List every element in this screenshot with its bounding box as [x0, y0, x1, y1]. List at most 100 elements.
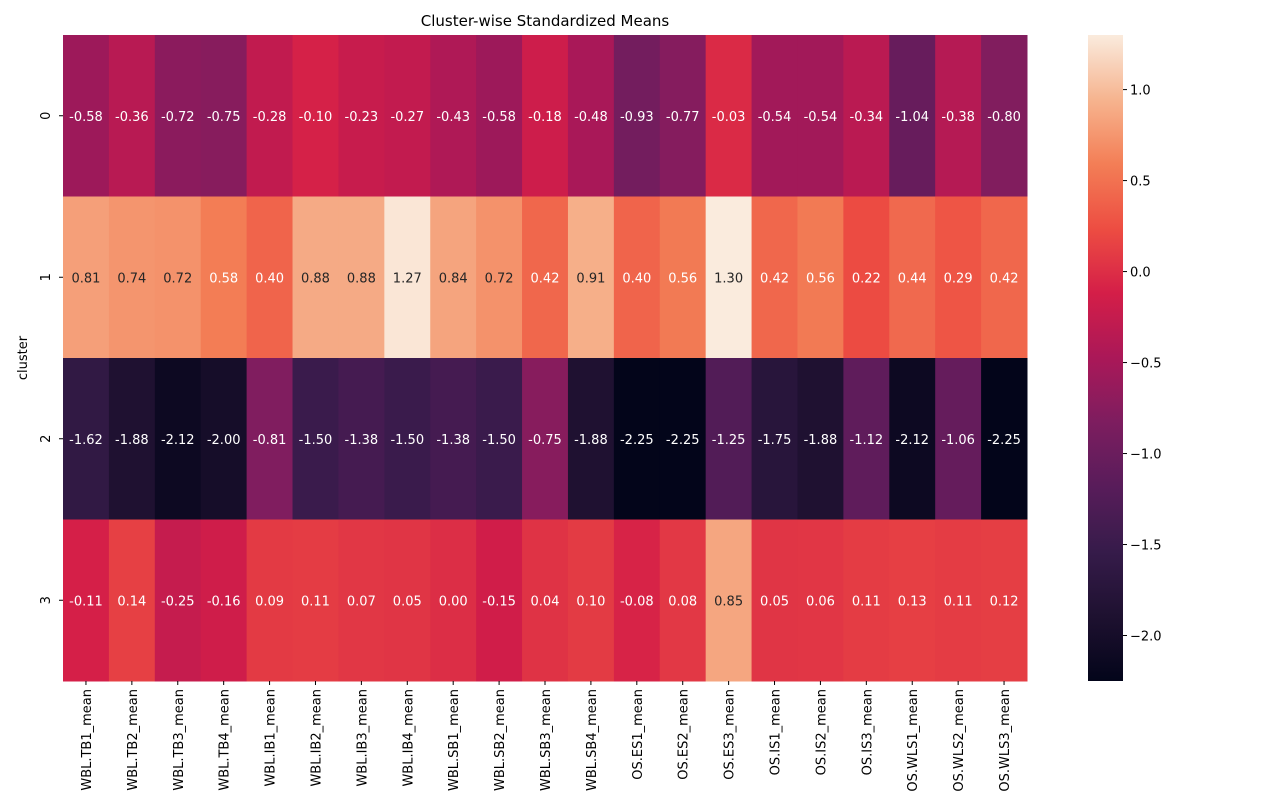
cell-label-r3-c6: 0.07: [347, 594, 376, 609]
x-tick-label-2: WBL.TB3_mean: [172, 689, 187, 791]
cell-label-r1-c1: 0.74: [117, 271, 146, 286]
cell-label-r0-c13: -0.77: [666, 110, 700, 125]
cell-label-r2-c8: -1.38: [436, 433, 470, 448]
cell-label-r1-c9: 0.72: [485, 271, 514, 286]
heatmap-cell-r3-c13: [659, 519, 707, 682]
heatmap-cell-r2-c20: [981, 358, 1028, 520]
cell-label-r0-c12: -0.93: [620, 110, 654, 125]
heatmap-cell-r1-c11: [567, 196, 615, 359]
colorbar-tick-label-4: −1.0: [1130, 448, 1162, 463]
x-tick-label-7: WBL.IB4_mean: [401, 689, 416, 787]
heatmap-cell-r3-c14: [705, 519, 753, 682]
colorbar-tick-label-2: 0.0: [1130, 266, 1151, 281]
x-tick-label-1: WBL.TB2_mean: [126, 689, 141, 791]
heatmap-cell-r2-c4: [246, 358, 294, 520]
heatmap-cell-r0-c11: [567, 35, 615, 197]
heatmap-cell-r1-c16: [797, 196, 844, 359]
cell-label-r3-c4: 0.09: [255, 594, 284, 609]
cell-label-r1-c17: 0.22: [852, 271, 881, 286]
cell-label-r1-c2: 0.72: [163, 271, 192, 286]
heatmap-cell-r3-c16: [797, 519, 844, 682]
x-tick-label-12: OS.ES1_mean: [631, 689, 646, 780]
cell-annotations: -0.58 -0.36 -0.72 -0.75 -0.28 -0.10 -0.23 -0.27…: [69, 110, 1021, 610]
cell-label-r2-c6: -1.38: [345, 433, 379, 448]
cell-label-r3-c1: 0.14: [117, 594, 146, 609]
cell-label-r1-c12: 0.40: [622, 271, 651, 286]
x-tick-label-8: WBL.SB1_mean: [447, 689, 462, 791]
cell-label-r2-c16: -1.88: [804, 433, 838, 448]
heatmap-cell-r2-c14: [705, 358, 753, 520]
heatmap-cell-r2-c7: [384, 358, 431, 520]
heatmap-cell-r3-c1: [108, 519, 156, 682]
cell-label-r3-c2: -0.25: [161, 594, 195, 609]
heatmap-cell-r0-c18: [889, 35, 936, 197]
heatmap-cell-r1-c14: [705, 196, 753, 359]
cell-label-r2-c0: -1.62: [69, 433, 103, 448]
cell-label-r2-c19: -1.06: [941, 433, 975, 448]
heatmap-cell-r2-c5: [292, 358, 339, 520]
heatmap-cell-r0-c4: [246, 35, 294, 197]
cell-label-r2-c14: -1.25: [712, 433, 746, 448]
heatmap-cell-r0-c7: [384, 35, 431, 197]
heatmap-cell-r2-c12: [613, 358, 661, 520]
cell-label-r1-c8: 0.84: [439, 271, 468, 286]
heatmap-cell-r2-c6: [338, 358, 385, 520]
heatmap-cell-r1-c3: [200, 196, 248, 359]
cell-label-r2-c15: -1.75: [758, 433, 792, 448]
heatmap-cell-r3-c17: [843, 519, 890, 682]
cell-label-r2-c13: -2.25: [666, 433, 700, 448]
cell-label-r2-c10: -0.75: [528, 433, 562, 448]
heatmap-cell-r1-c12: [613, 196, 661, 359]
heatmap-cell-r1-c8: [430, 196, 477, 359]
heatmap-cell-r0-c17: [843, 35, 890, 197]
heatmap-cell-r3-c4: [246, 519, 294, 682]
cell-label-r0-c6: -0.23: [345, 110, 379, 125]
cell-label-r1-c15: 0.42: [760, 271, 789, 286]
cell-label-r1-c5: 0.88: [301, 271, 330, 286]
heatmap-cell-r2-c2: [154, 358, 202, 520]
heatmap-cell-r3-c10: [522, 519, 569, 682]
cell-label-r1-c0: 0.81: [71, 271, 100, 286]
cell-label-r3-c19: 0.11: [944, 594, 973, 609]
heatmap-cell-r1-c1: [108, 196, 156, 359]
cell-label-r0-c5: -0.10: [299, 110, 333, 125]
x-tick-label-17: OS.IS3_mean: [860, 689, 875, 775]
cell-label-r1-c13: 0.56: [668, 271, 697, 286]
cell-label-r2-c11: -1.88: [574, 433, 608, 448]
heatmap-cell-r2-c8: [430, 358, 477, 520]
x-tick-label-9: WBL.SB2_mean: [493, 689, 508, 791]
heatmap-cell-r2-c13: [659, 358, 707, 520]
heatmap-cell-r1-c7: [384, 196, 431, 359]
heatmap-cell-r1-c2: [154, 196, 202, 359]
cell-label-r0-c10: -0.18: [528, 110, 562, 125]
cell-label-r3-c7: 0.05: [393, 594, 422, 609]
heatmap-cell-r2-c11: [567, 358, 615, 520]
x-tick-label-19: OS.WLS2_mean: [952, 689, 967, 792]
cell-label-r1-c20: 0.42: [990, 271, 1019, 286]
cell-label-r1-c11: 0.91: [576, 271, 605, 286]
cell-label-r2-c7: -1.50: [390, 433, 424, 448]
heatmap-cell-r2-c18: [889, 358, 936, 520]
heatmap-cell-r2-c9: [476, 358, 523, 520]
cell-label-r2-c2: -2.12: [161, 433, 195, 448]
heatmap-cell-r1-c15: [751, 196, 798, 359]
cell-label-r3-c3: -0.16: [207, 594, 241, 609]
x-tick-label-13: OS.ES2_mean: [677, 689, 692, 780]
heatmap-cell-r1-c5: [292, 196, 339, 359]
cell-label-r3-c15: 0.05: [760, 594, 789, 609]
cell-label-r3-c11: 0.10: [576, 594, 605, 609]
heatmap-cell-r3-c18: [889, 519, 936, 682]
heatmap-cell-r0-c0: [63, 35, 110, 197]
x-tick-label-20: OS.WLS3_mean: [998, 689, 1013, 792]
x-tick-label-15: OS.IS1_mean: [769, 689, 784, 775]
cell-label-r0-c9: -0.58: [482, 110, 516, 125]
cell-label-r2-c4: -0.81: [253, 433, 287, 448]
x-tick-label-10: WBL.SB3_mean: [539, 689, 554, 791]
cell-label-r0-c2: -0.72: [161, 110, 195, 125]
heatmap-cell-r0-c6: [338, 35, 385, 197]
heatmap-cell-r0-c9: [476, 35, 523, 197]
colorbar-tick-label-0: 1.0: [1130, 84, 1151, 99]
cell-label-r3-c12: -0.08: [620, 594, 654, 609]
heatmap-cell-r0-c13: [659, 35, 707, 197]
cell-label-r0-c18: -1.04: [895, 110, 929, 125]
